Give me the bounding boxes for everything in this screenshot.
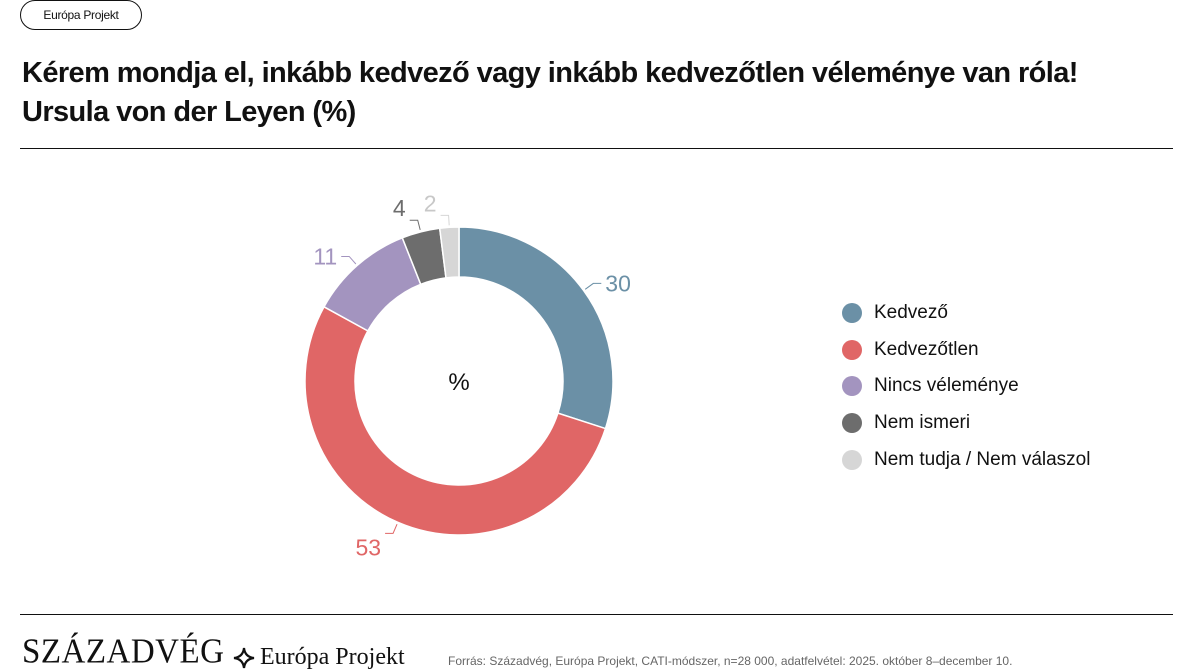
legend-label: Nem ismeri [874, 412, 971, 434]
legend-item-5: Nem tudja / Nem válaszol [842, 441, 1090, 478]
europa-projekt-logo: Európa Projekt [232, 644, 405, 671]
legend-item-4: Nem ismeri [842, 405, 1090, 442]
title-line-2: Ursula von der Leyen (%) [22, 96, 356, 128]
legend-label: Kedvezőtlen [874, 338, 979, 360]
szazadveg-logo: SZÁZADVÉG [22, 633, 225, 671]
slice-1 [458, 226, 614, 430]
europa-projekt-badge: Európa Projekt [20, 0, 142, 30]
leader-line-1 [584, 282, 602, 290]
leader-line-3 [341, 255, 357, 265]
slice-2 [304, 305, 607, 536]
center-label: % [448, 369, 469, 396]
slice-5 [438, 226, 460, 279]
legend-item-1: Kedvező [842, 295, 1090, 332]
data-label-1: 30 [605, 270, 631, 296]
chart-title: Kérem mondja el, inkább kedvező vagy ink… [22, 54, 1078, 132]
star-icon [233, 647, 255, 668]
data-label-5: 2 [424, 190, 437, 216]
title-line-1: Kérem mondja el, inkább kedvező vagy ink… [22, 57, 1078, 89]
legend-label: Nem tudja / Nem válaszol [874, 448, 1091, 470]
legend-swatch [842, 413, 862, 434]
legend-swatch [842, 376, 862, 397]
leader-line-5 [440, 214, 450, 226]
leader-line-4 [409, 219, 421, 231]
source-note: Forrás: Századvég, Európa Projekt, CATI-… [448, 654, 1013, 668]
legend-label: Kedvező [874, 302, 948, 324]
donut-chart: 30 53 11 4 2 % [304, 190, 631, 560]
top-divider [20, 148, 1173, 149]
data-label-2: 53 [355, 534, 381, 560]
legend: Kedvező Kedvezőtlen Nincs véleménye Nem ism… [842, 295, 1090, 478]
legend-swatch [842, 339, 862, 360]
legend-item-2: Kedvezőtlen [842, 332, 1090, 369]
legend-label: Nincs véleménye [874, 375, 1019, 397]
data-label-4: 4 [393, 195, 406, 221]
leader-line-2 [385, 523, 398, 534]
data-label-3: 11 [313, 243, 337, 269]
legend-swatch [842, 449, 862, 470]
legend-item-3: Nincs véleménye [842, 368, 1090, 405]
legend-swatch [842, 303, 862, 324]
bottom-divider [20, 614, 1173, 615]
europa-projekt-logo-text: Európa Projekt [260, 644, 405, 670]
